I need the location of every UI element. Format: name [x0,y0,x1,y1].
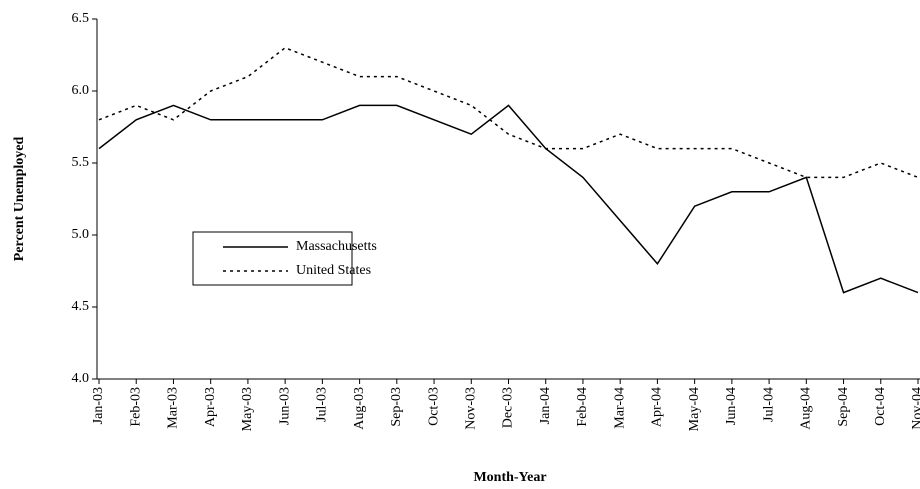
x-tick-label: Nov-03 [463,387,478,430]
x-tick-label: Aug-04 [799,387,814,430]
y-tick-label: 5.0 [72,227,90,242]
x-axis-title: Month-Year [473,470,546,485]
x-tick-label: Sep-04 [836,387,851,427]
x-tick-label: Jan-04 [538,387,553,424]
y-tick-label: 6.0 [72,83,90,98]
x-tick-label: May-04 [687,387,702,431]
x-tick-label: Sep-03 [389,387,404,427]
series-line [98,46,919,179]
x-tick-label: Jan-03 [91,387,106,424]
x-tick-label: Feb-04 [575,387,590,427]
y-axis-title: Percent Unemployed [12,137,27,262]
y-tick-label: 5.5 [72,155,90,170]
x-tick-label: Nov-04 [910,387,920,430]
y-tick-label: 4.0 [72,371,90,386]
y-tick-label: 6.5 [72,11,90,26]
legend-label: United States [296,263,371,278]
x-tick-label: Jun-04 [724,387,739,425]
legend-box [192,231,353,286]
x-tick-label: Jun-03 [277,387,292,425]
x-tick-label: May-03 [240,387,255,431]
x-tick-label: Apr-04 [650,387,665,427]
y-tick-label: 4.5 [72,299,90,314]
x-tick-label: Oct-03 [426,387,441,426]
x-tick-label: Aug-03 [352,387,367,430]
x-tick-label: Jul-04 [761,387,776,422]
series-line [98,104,919,294]
x-tick-label: Jul-03 [315,387,330,422]
x-tick-label: Dec-03 [501,387,516,428]
legend-label: Massachusetts [296,239,377,254]
x-tick-label: Oct-04 [873,387,888,426]
x-tick-label: Apr-03 [203,387,218,427]
x-tick-label: Feb-03 [128,387,143,427]
x-tick-label: Mar-03 [166,387,181,429]
x-tick-label: Mar-04 [612,387,627,429]
